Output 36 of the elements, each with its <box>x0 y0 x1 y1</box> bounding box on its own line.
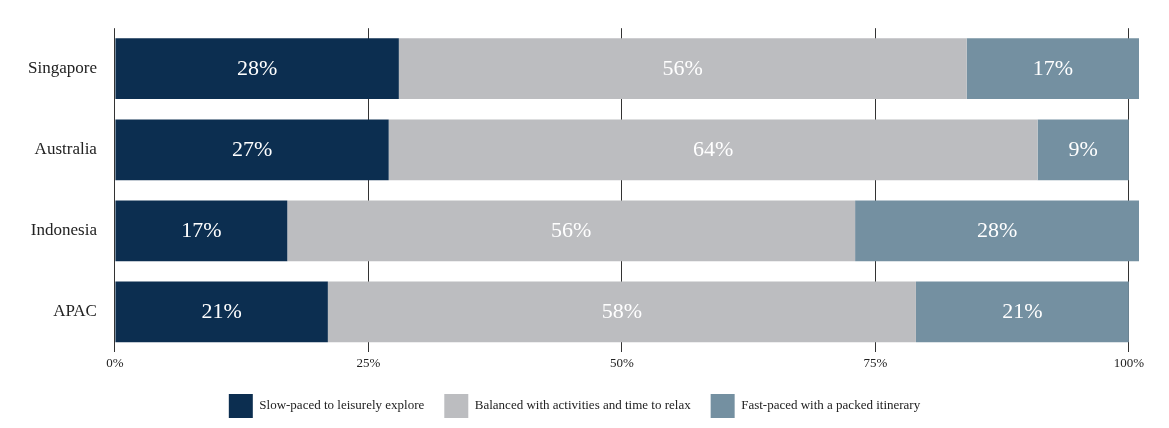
bar <box>115 200 288 262</box>
data-label: 17% <box>1032 54 1073 80</box>
data-label: 58% <box>601 297 643 323</box>
bar <box>915 281 1129 343</box>
data-label: 28% <box>976 216 1018 242</box>
bar <box>398 38 967 100</box>
bar <box>855 200 1139 262</box>
x-tick-label: 25% <box>356 354 381 370</box>
data-label: 21% <box>1002 297 1043 323</box>
data-label: 28% <box>236 54 278 80</box>
bar <box>115 38 399 100</box>
legend-label: Fast-paced with a packed itinerary <box>741 397 921 413</box>
bar <box>1037 119 1129 181</box>
bar <box>115 119 389 181</box>
bar <box>327 281 916 343</box>
x-tick-label: 75% <box>863 354 888 370</box>
bar <box>287 200 856 262</box>
data-label: 9% <box>1068 135 1098 161</box>
bar <box>115 281 328 343</box>
data-label: 17% <box>181 216 222 242</box>
legend-label: Slow-paced to leisurely explore <box>259 397 425 413</box>
x-tick-label: 100% <box>1113 354 1145 370</box>
data-label: 56% <box>551 216 592 242</box>
data-label: 64% <box>692 135 734 161</box>
y-tick-label: Indonesia <box>30 220 98 240</box>
y-tick-label: Australia <box>34 139 98 159</box>
bar <box>966 38 1139 100</box>
x-tick-label: 50% <box>609 354 634 370</box>
y-tick-label: Singapore <box>27 58 97 78</box>
x-tick-label: 0% <box>106 354 124 370</box>
data-label: 21% <box>201 297 242 323</box>
data-label: 27% <box>231 135 273 161</box>
legend-label: Balanced with activities and time to relax <box>474 397 692 413</box>
bar <box>388 119 1038 181</box>
data-label: 56% <box>662 54 703 80</box>
y-tick-label: APAC <box>53 301 97 321</box>
